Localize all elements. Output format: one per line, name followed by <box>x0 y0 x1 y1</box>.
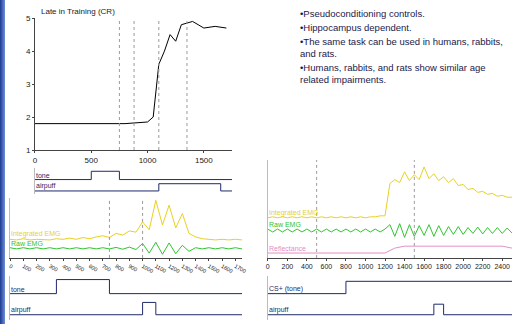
svg-text:400: 400 <box>61 263 72 273</box>
svg-text:tone: tone <box>11 286 25 293</box>
svg-text:Late in Training (CR): Late in Training (CR) <box>41 7 115 16</box>
svg-text:800: 800 <box>114 263 125 273</box>
svg-text:airpuff: airpuff <box>36 182 55 190</box>
html-text:•The same task can be used in: •The same task can be used in humans, ra… <box>300 36 503 59</box>
html-text:•Humans, rabbits, and rats sho: •Humans, rabbits, and rats show similar … <box>300 62 486 85</box>
svg-text:400: 400 <box>301 263 313 270</box>
svg-text:1100: 1100 <box>154 263 167 274</box>
svg-text:0: 0 <box>33 156 38 165</box>
svg-text:1000: 1000 <box>139 156 157 165</box>
svg-text:200: 200 <box>35 263 46 273</box>
svg-text:2200: 2200 <box>475 263 491 270</box>
svg-text:1400: 1400 <box>397 263 413 270</box>
svg-text:0: 0 <box>266 263 270 270</box>
svg-text:1200: 1200 <box>377 263 393 270</box>
svg-text:5: 5 <box>26 14 31 23</box>
svg-text:0: 0 <box>8 263 14 270</box>
html-text:•Pseudoconditioning controls.: •Pseudoconditioning controls. <box>300 8 425 19</box>
svg-text:Raw EMG: Raw EMG <box>11 240 43 247</box>
svg-text:1000: 1000 <box>141 263 155 274</box>
svg-text:1700: 1700 <box>234 263 248 274</box>
svg-text:100: 100 <box>21 263 32 273</box>
svg-text:700: 700 <box>101 263 112 273</box>
svg-text:1500: 1500 <box>195 156 213 165</box>
svg-text:Integrated EMG: Integrated EMG <box>11 230 60 238</box>
svg-text:1500: 1500 <box>207 263 221 274</box>
svg-text:1800: 1800 <box>436 263 452 270</box>
svg-text:500: 500 <box>85 156 99 165</box>
html-text:•Hippocampus dependent.: •Hippocampus dependent. <box>300 22 412 33</box>
svg-text:800: 800 <box>340 263 352 270</box>
svg-text:airpuff: airpuff <box>11 306 30 314</box>
svg-text:1300: 1300 <box>180 263 194 274</box>
svg-text:Reflectance: Reflectance <box>269 245 306 252</box>
svg-text:tone: tone <box>36 172 50 179</box>
svg-text:1600: 1600 <box>416 263 432 270</box>
svg-text:CS+ (tone): CS+ (tone) <box>269 285 303 293</box>
svg-text:500: 500 <box>74 263 85 273</box>
svg-text:200: 200 <box>282 263 294 270</box>
svg-text:1200: 1200 <box>167 263 181 274</box>
svg-text:1400: 1400 <box>194 263 208 274</box>
svg-text:1600: 1600 <box>220 263 234 274</box>
svg-text:600: 600 <box>88 263 99 273</box>
svg-text:Integrated EMG: Integrated EMG <box>269 209 318 217</box>
svg-text:1: 1 <box>26 146 31 155</box>
svg-text:300: 300 <box>48 263 59 273</box>
svg-text:4: 4 <box>26 47 31 56</box>
svg-text:900: 900 <box>127 263 138 273</box>
svg-text:Raw EMG: Raw EMG <box>269 221 301 228</box>
svg-text:600: 600 <box>321 263 333 270</box>
svg-text:2: 2 <box>26 113 31 122</box>
svg-text:2400: 2400 <box>494 263 510 270</box>
svg-text:1000: 1000 <box>358 263 374 270</box>
svg-text:3: 3 <box>26 80 31 89</box>
svg-text:airpuff: airpuff <box>269 306 288 314</box>
svg-text:2000: 2000 <box>455 263 471 270</box>
